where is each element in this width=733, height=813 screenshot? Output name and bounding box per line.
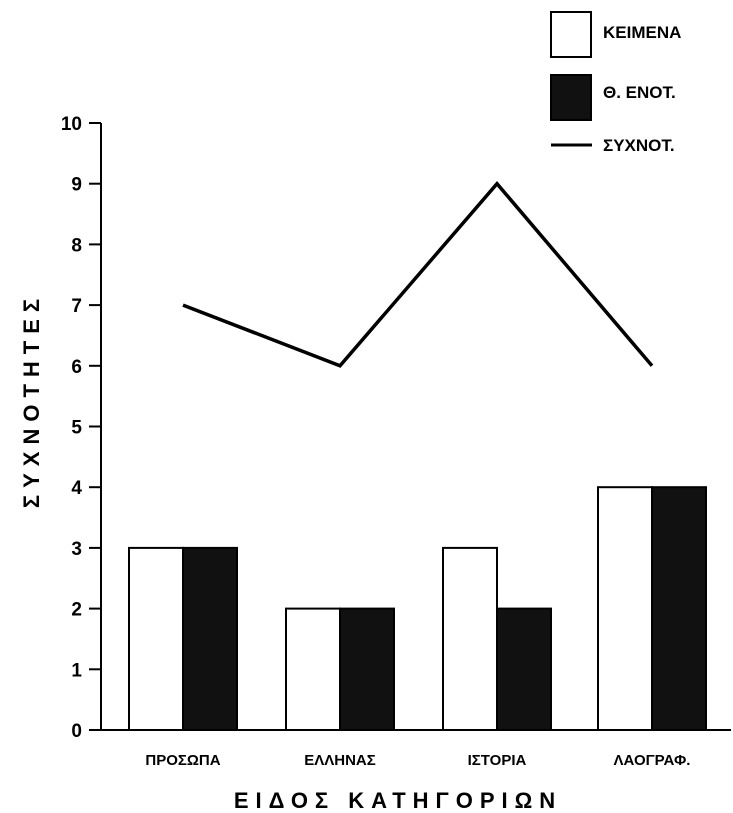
bar-keimena — [442, 546, 498, 732]
y-tick-label: 1 — [71, 660, 82, 681]
y-tick-label: 4 — [71, 478, 82, 499]
frequency-line — [182, 181, 654, 368]
y-tick-label: 2 — [71, 600, 82, 621]
bar-th-enot — [496, 607, 552, 731]
bar-keimena — [128, 546, 184, 732]
y-tick-label: 6 — [71, 357, 82, 378]
bar-th-enot — [651, 486, 707, 732]
bar-th-enot — [339, 607, 395, 731]
bar-th-enot — [182, 546, 238, 732]
x-category-label: ΙΣΤΟΡΙΑ — [468, 752, 527, 769]
legend-label-sychnot: ΣΥΧΝΟΤ. — [603, 136, 675, 155]
x-axis-category-labels: ΠΡΟΣΩΠΑ ΕΛΛΗΝΑΣ ΙΣΤΟΡΙΑ ΛΑΟΓΡΑΦ. — [145, 752, 690, 769]
y-tick-label: 10 — [61, 114, 82, 135]
y-tick-label: 3 — [71, 539, 82, 560]
y-axis-title: ΣΥΧΝΟΤΗΤΕΣ — [19, 292, 44, 508]
y-tick-label: 0 — [71, 721, 82, 742]
y-tick-label: 9 — [71, 175, 82, 196]
y-tick-label: 7 — [71, 296, 82, 317]
y-tick-label: 5 — [71, 418, 82, 439]
legend-swatch-keimena — [550, 11, 592, 58]
x-axis-title: ΕΙΔΟΣ ΚΑΤΗΓΟΡΙΩΝ — [234, 788, 562, 813]
x-category-label: ΛΑΟΓΡΑΦ. — [614, 752, 691, 769]
bar-keimena — [285, 607, 341, 731]
x-category-label: ΠΡΟΣΩΠΑ — [145, 752, 220, 769]
legend-label-keimena: ΚΕΙΜΕΝΑ — [603, 23, 681, 42]
bars — [128, 486, 707, 732]
y-axis-ticks: 0 1 2 3 4 5 6 7 8 9 10 — [61, 114, 101, 742]
legend: ΚΕΙΜΕΝΑ Θ. ΕΝΟΤ. ΣΥΧΝΟΤ. — [550, 11, 681, 155]
y-tick-label: 8 — [71, 235, 82, 256]
bar-keimena — [597, 486, 653, 732]
legend-label-th-enot: Θ. ΕΝΟΤ. — [603, 83, 676, 102]
x-category-label: ΕΛΛΗΝΑΣ — [304, 752, 376, 769]
legend-swatch-th-enot — [550, 74, 592, 121]
